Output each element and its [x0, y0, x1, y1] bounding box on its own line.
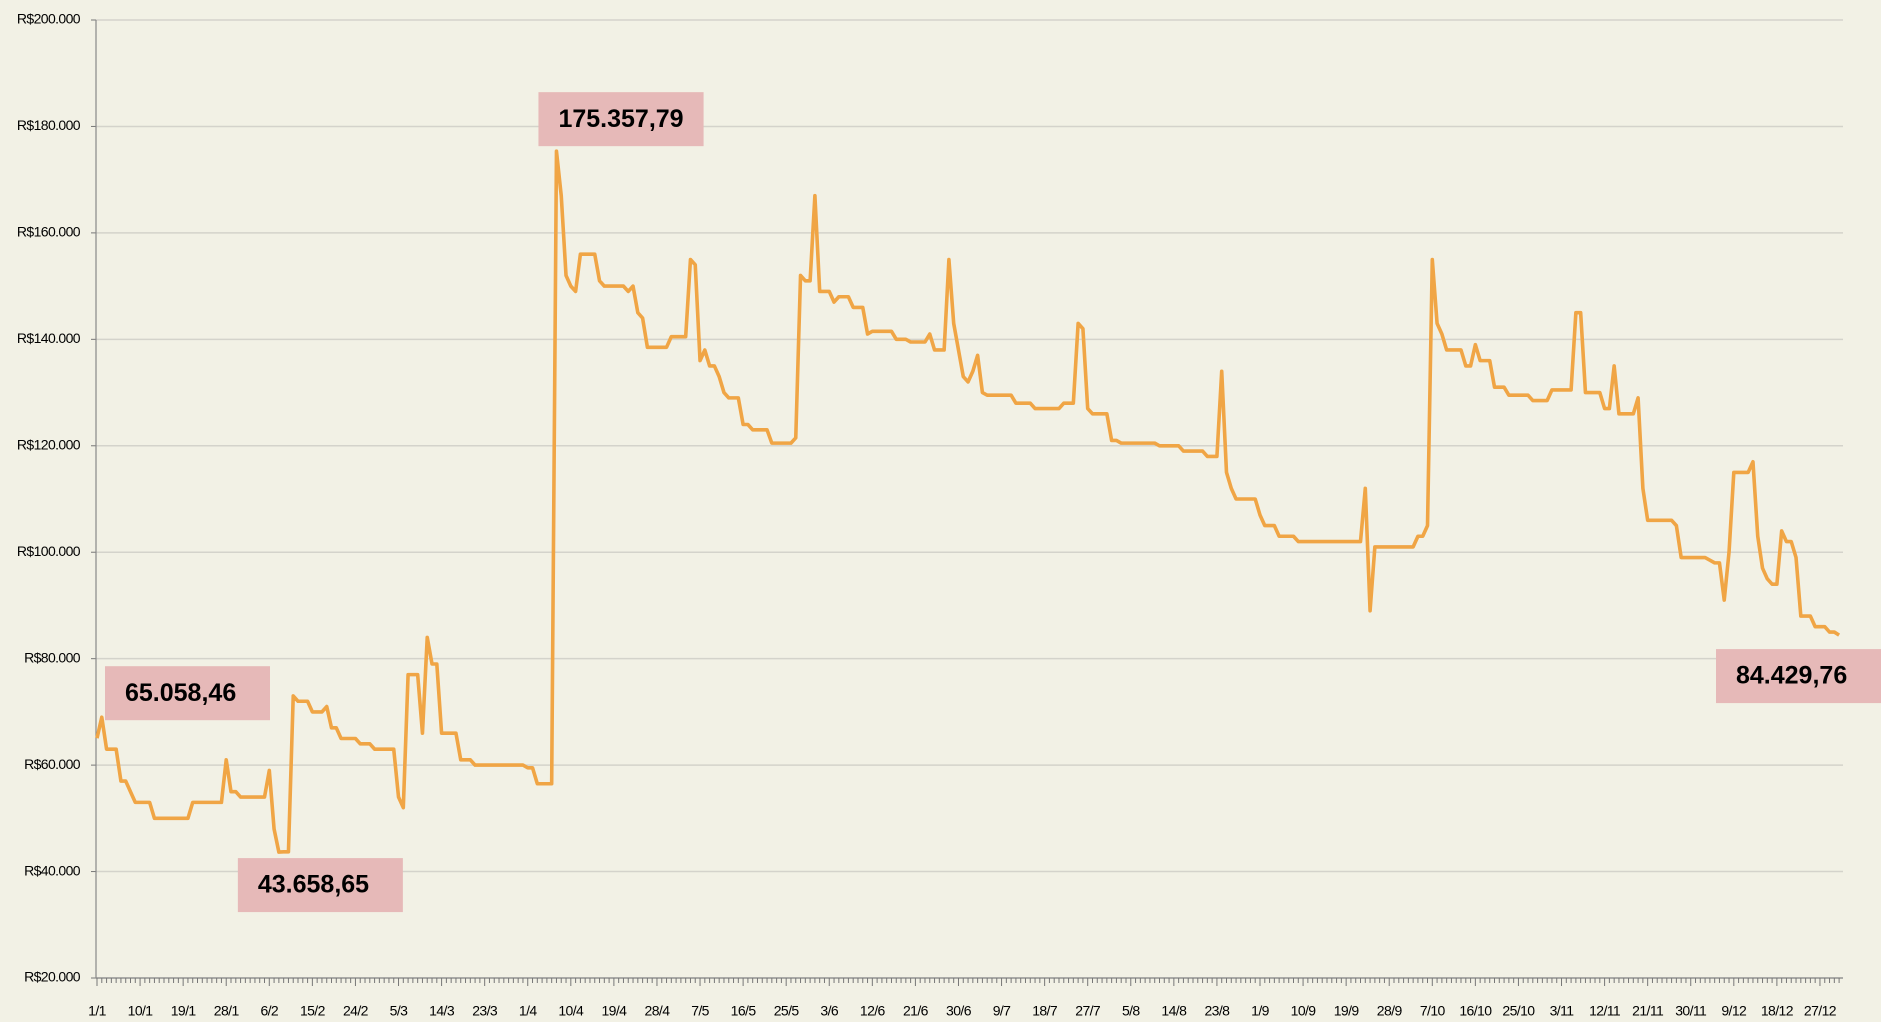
x-tick-label: 16/10	[1459, 1003, 1492, 1019]
y-tick-label: R$20.000	[24, 969, 81, 985]
y-tick-label: R$200.000	[17, 11, 81, 27]
x-tick-label: 21/11	[1632, 1003, 1664, 1019]
x-tick-label: 14/8	[1161, 1003, 1187, 1019]
x-tick-label: 30/6	[946, 1003, 972, 1019]
data-line	[95, 149, 1841, 854]
x-tick-label: 27/7	[1075, 1003, 1101, 1019]
x-tick-label: 27/12	[1804, 1003, 1837, 1019]
x-tick-label: 18/12	[1761, 1003, 1794, 1019]
x-tick-label: 1/1	[88, 1003, 106, 1019]
x-tick-label: 25/5	[774, 1003, 800, 1019]
x-tick-label: 5/3	[390, 1003, 408, 1019]
y-tick-label: R$100.000	[17, 543, 81, 559]
x-tick-label: 15/2	[300, 1003, 326, 1019]
x-tick-label: 23/8	[1204, 1003, 1230, 1019]
x-tick-label: 28/9	[1377, 1003, 1403, 1019]
x-tick-label: 1/4	[519, 1003, 537, 1019]
annotation-label: 84.429,76	[1736, 662, 1847, 690]
x-tick-label: 19/4	[601, 1003, 627, 1019]
x-tick-label: 1/9	[1251, 1003, 1269, 1019]
annotation-label: 175.357,79	[558, 105, 683, 133]
x-tick-label: 9/7	[993, 1003, 1011, 1019]
x-tick-label: 6/2	[260, 1003, 278, 1019]
x-tick-label: 28/4	[645, 1003, 671, 1019]
x-tick-label: 10/9	[1291, 1003, 1317, 1019]
annotation-box	[237, 858, 403, 913]
x-tick-label: 24/2	[343, 1003, 369, 1019]
x-tick-label: 23/3	[472, 1003, 498, 1019]
x-tick-label: 10/1	[128, 1003, 154, 1019]
x-tick-label: 18/7	[1032, 1003, 1058, 1019]
x-tick-label: 19/9	[1334, 1003, 1360, 1019]
x-tick-label: 12/11	[1589, 1003, 1621, 1019]
x-tick-label: 10/4	[558, 1003, 584, 1019]
y-tick-label: R$140.000	[17, 330, 81, 346]
x-tick-label: 12/6	[860, 1003, 886, 1019]
annotation-label: 43.658,65	[258, 871, 369, 899]
annotation-box	[538, 92, 704, 147]
x-tick-label: 3/11	[1550, 1003, 1575, 1019]
x-tick-label: 16/5	[731, 1003, 757, 1019]
annotation-label: 65.058,46	[125, 679, 236, 707]
x-tick-label: 19/1	[171, 1003, 197, 1019]
annotation-box	[105, 666, 270, 721]
y-tick-label: R$40.000	[24, 862, 81, 878]
y-tick-label: R$160.000	[17, 224, 81, 240]
x-tick-label: 3/6	[820, 1003, 838, 1019]
x-tick-label: 28/1	[214, 1003, 240, 1019]
y-tick-label: R$180.000	[17, 117, 81, 133]
x-tick-label: 21/6	[903, 1003, 929, 1019]
annotation-box	[1716, 649, 1881, 704]
x-tick-label: 7/5	[691, 1003, 709, 1019]
x-tick-label: 7/10	[1420, 1003, 1446, 1019]
y-tick-label: R$80.000	[24, 649, 81, 665]
x-tick-label: 5/8	[1122, 1003, 1140, 1019]
y-tick-label: R$60.000	[24, 756, 81, 772]
x-tick-label: 30/11	[1675, 1003, 1707, 1019]
x-tick-label: 9/12	[1721, 1003, 1747, 1019]
y-tick-label: R$120.000	[17, 436, 81, 452]
x-tick-label: 25/10	[1502, 1003, 1535, 1019]
x-tick-label: 14/3	[429, 1003, 455, 1019]
